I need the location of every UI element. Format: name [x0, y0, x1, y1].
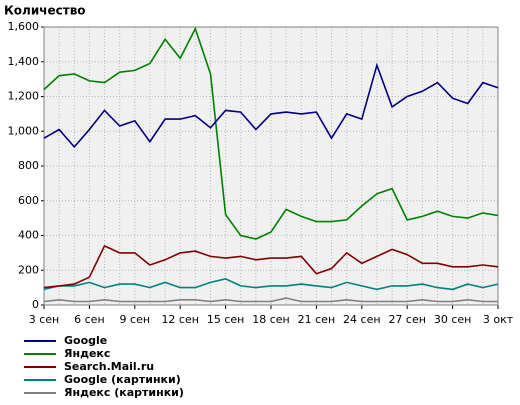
x-tick-label: 27 сен — [388, 313, 426, 326]
x-tick-label: 6 сен — [74, 313, 105, 326]
y-tick-label: 400 — [18, 229, 39, 242]
y-tick-label: 1,400 — [8, 55, 40, 68]
y-tick-label: 800 — [18, 159, 39, 172]
x-tick-label: 3 сен — [29, 313, 60, 326]
legend-label: Google — [64, 334, 107, 347]
plot-border — [43, 26, 499, 306]
series-line — [43, 244, 499, 289]
x-tick-label: 15 сен — [207, 313, 245, 326]
x-tick-label: 12 сен — [161, 313, 199, 326]
y-tick-label: 1,000 — [8, 124, 40, 137]
x-tick-label: 30 сен — [434, 313, 472, 326]
series-line — [43, 62, 499, 149]
legend-label: Яндекс — [64, 347, 110, 360]
x-tick-label: 24 сен — [343, 313, 381, 326]
x-tick-label: 18 сен — [252, 313, 290, 326]
y-tick-label: 1,600 — [8, 20, 40, 33]
y-tick-label: 600 — [18, 194, 39, 207]
y-tick-label: 200 — [18, 263, 39, 276]
series-line — [43, 278, 499, 291]
x-tick-label: 9 сен — [120, 313, 151, 326]
y-tick-label: 1,200 — [8, 90, 40, 103]
series-line — [43, 297, 498, 303]
y-tick-label: 0 — [32, 298, 39, 311]
legend-label: Search.Mail.ru — [64, 360, 154, 373]
chart-title: Количество — [4, 4, 86, 18]
series-line — [43, 26, 499, 240]
legend-label: Google (картинки) — [64, 373, 181, 386]
x-tick-label: 3 окт — [483, 313, 514, 326]
x-tick-label: 21 сен — [298, 313, 336, 326]
legend-label: Яндекс (картинки) — [64, 386, 184, 399]
